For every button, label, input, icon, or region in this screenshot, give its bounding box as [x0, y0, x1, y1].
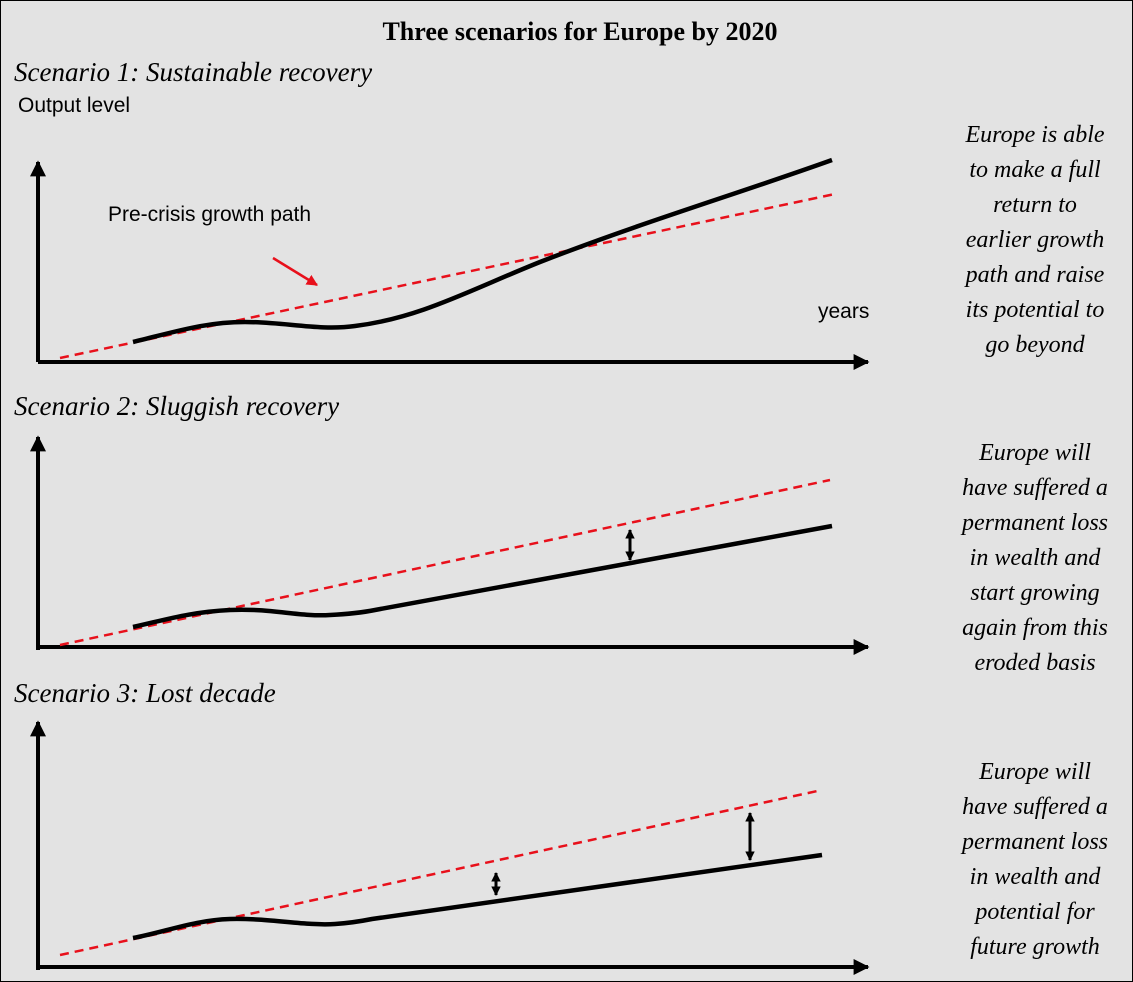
- scenario-2-heading: Scenario 2: Sluggish recovery: [14, 391, 339, 421]
- scenario-1-description-line: to make a full: [969, 157, 1101, 183]
- scenario-2-description-line: eroded basis: [974, 650, 1095, 676]
- scenario-2-description: Europe will have suffered a permanent lo…: [960, 440, 1108, 676]
- trend-pointer-arrow: [272, 256, 318, 287]
- scenario-1-output-path: [132, 157, 833, 345]
- scenario-3-description-line: in wealth and: [970, 864, 1102, 890]
- scenario-1-description-line: path and raise: [964, 262, 1105, 288]
- scenario-1: Scenario 1: Sustainable recovery Output …: [14, 57, 1105, 370]
- scenario-1-trend-line: [59, 192, 836, 360]
- diagram-title: Three scenarios for Europe by 2020: [382, 17, 777, 46]
- scenario-1-description-line: earlier growth: [966, 227, 1104, 253]
- scenario-3-heading: Scenario 3: Lost decade: [14, 678, 276, 708]
- scenario-1-description: Europe is able to make a full return to …: [964, 122, 1105, 358]
- scenario-3-output-path: [132, 852, 823, 941]
- scenario-1-heading: Scenario 1: Sustainable recovery: [14, 57, 372, 87]
- scenario-1-description-line: Europe is able: [964, 122, 1104, 148]
- scenario-2: Scenario 2: Sluggish recovery Europe wil…: [14, 391, 1108, 676]
- scenario-2-description-line: have suffered a: [962, 475, 1108, 501]
- scenario-3-description-line: permanent loss: [960, 829, 1108, 855]
- scenario-2-output-path: [132, 523, 833, 630]
- scenario-3-description-line: Europe will: [978, 759, 1091, 785]
- scenario-2-description-line: in wealth and: [970, 545, 1102, 571]
- scenario-1-description-line: go beyond: [985, 332, 1085, 358]
- scenario-3-description-line: have suffered a: [962, 794, 1108, 820]
- scenario-3: Scenario 3: Lost decade Europe will have…: [14, 678, 1108, 975]
- x-axis-label: years: [818, 300, 869, 323]
- scenario-2-trend-line: [59, 478, 831, 647]
- scenario-1-description-line: return to: [993, 192, 1077, 218]
- scenario-3-description-line: future growth: [970, 934, 1100, 960]
- scenario-2-description-line: Europe will: [978, 440, 1091, 466]
- scenario-3-trend-line: [59, 788, 823, 957]
- scenario-2-description-line: start growing: [970, 580, 1099, 606]
- trend-label: Pre-crisis growth path: [108, 203, 311, 226]
- scenario-2-description-line: permanent loss: [960, 510, 1108, 536]
- scenario-3-description-line: potential for: [973, 899, 1095, 925]
- y-axis-label: Output level: [18, 94, 130, 117]
- scenario-3-description: Europe will have suffered a permanent lo…: [960, 759, 1108, 960]
- scenario-1-description-line: its potential to: [966, 297, 1105, 323]
- scenario-2-description-line: again from this: [962, 615, 1108, 641]
